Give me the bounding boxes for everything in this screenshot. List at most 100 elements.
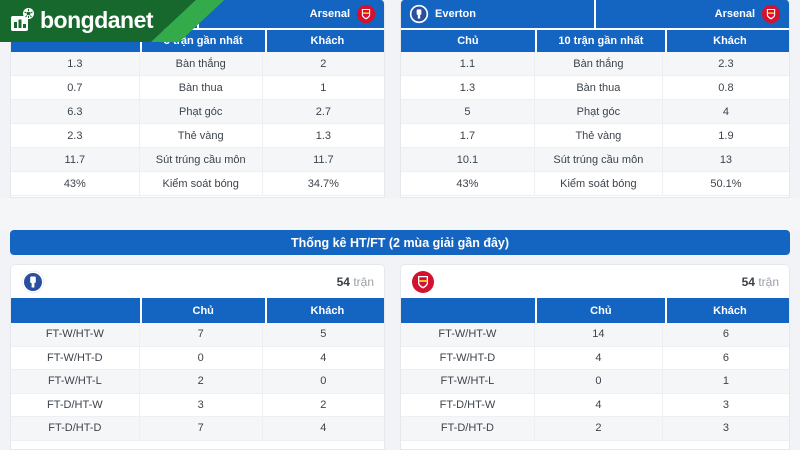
stat-home-value: 1.3 xyxy=(11,52,140,75)
stat-row: 1.3 Bàn thắng 2 xyxy=(11,52,384,76)
stat-home-value: 43% xyxy=(11,172,140,195)
stat-row: 10.1 Sút trúng cầu môn 13 xyxy=(401,148,789,172)
htft-row: FT-D/HT-D 2 3 xyxy=(401,417,789,441)
everton-crest-icon xyxy=(21,270,45,293)
stat-away-value: 4 xyxy=(722,105,729,118)
stat-home-value: 1.1 xyxy=(401,52,535,75)
header-away: Khách xyxy=(266,30,384,52)
matches-count: 54 trận xyxy=(742,275,779,289)
htft-row: FT-D/HT-W 3 2 xyxy=(11,393,384,417)
stat-label: Phạt góc xyxy=(140,100,263,123)
htft-home-value: 3 xyxy=(140,393,263,416)
stat-label: Kiểm soát bóng xyxy=(535,172,663,195)
home-team-cell: Everton xyxy=(401,0,594,28)
htft-row: FT-D/HT-D 7 4 xyxy=(11,417,384,441)
stat-row: 11.7 Sút trúng cầu môn 11.7 xyxy=(11,148,384,172)
htft-away-value: 0 xyxy=(320,375,327,388)
htft-home-value: 4 xyxy=(535,393,663,416)
matches-count: 54 trận xyxy=(337,275,374,289)
stat-away-value: 1.3 xyxy=(315,129,331,142)
team-row: 54 trận xyxy=(11,265,384,298)
htft-label: FT-W/HT-D xyxy=(401,346,535,369)
stat-row: 1.3 Bàn thua 0.8 xyxy=(401,76,789,100)
away-team-name: Arsenal xyxy=(714,8,755,20)
htft-home-value: 0 xyxy=(140,346,263,369)
stat-away-value: 11.7 xyxy=(313,153,334,166)
matches-label: trận xyxy=(353,274,374,289)
stat-row: 0.7 Bàn thua 1 xyxy=(11,76,384,100)
stat-away-value: 1 xyxy=(320,81,327,94)
brand-logo[interactable]: bongdanet xyxy=(9,7,154,34)
htft-row: FT-D/HT-W 4 3 xyxy=(401,393,789,417)
header-middle: 10 trận gần nhất xyxy=(536,30,665,52)
header-empty xyxy=(11,298,140,323)
stat-home-value: 2.3 xyxy=(11,124,140,147)
away-team-cell: Arsenal xyxy=(198,0,384,28)
stat-away-value: 1.9 xyxy=(718,129,734,142)
htft-away-value: 3 xyxy=(722,398,729,411)
column-headers: Chủ Khách xyxy=(11,298,384,323)
htft-table-arsenal: 54 trận Chủ Khách FT-W/HT-W 1 4 6 FT-W/HT… xyxy=(400,264,790,450)
htft-label: FT-W/HT-W xyxy=(401,323,535,346)
stat-away-value: 34.7% xyxy=(307,177,339,190)
stat-row: 6.3 Phạt góc 2.7 xyxy=(11,100,384,124)
away-team-name: Arsenal xyxy=(309,8,350,20)
arsenal-crest-icon xyxy=(412,270,434,293)
stat-away-value: 0.8 xyxy=(718,81,734,94)
stat-home-value: 10.1 xyxy=(401,148,535,171)
htft-section-title: Thống kê HT/FT (2 mùa giải gần đây) xyxy=(10,230,790,255)
stat-label: Bàn thắng xyxy=(535,52,663,75)
htft-away-value: 2 xyxy=(320,398,327,411)
htft-away-value: 4 xyxy=(320,351,327,364)
stat-home-value: 0.7 xyxy=(11,76,140,99)
header-home: Chủ xyxy=(536,298,665,323)
stat-away-value: 50.1% xyxy=(710,177,742,190)
htft-home-value: 2 xyxy=(140,370,263,393)
column-headers: Chủ Khách xyxy=(401,298,789,323)
stat-label: Phạt góc xyxy=(535,100,663,123)
stat-rows: 1.1 Bàn thắng 2.3 1.3 Bàn thua 0.8 5 Phạ… xyxy=(401,52,789,196)
htft-label: FT-W/HT-L xyxy=(401,370,535,393)
htft-row: FT-W/HT-L 0 1 xyxy=(401,370,789,394)
stat-away-value: 2.7 xyxy=(315,105,331,118)
htft-label: FT-D/HT-D xyxy=(401,417,535,440)
brand-banner[interactable]: bongdanet xyxy=(0,0,236,42)
stat-home-value: 1.3 xyxy=(401,76,535,99)
stat-home-value: 1.7 xyxy=(401,124,535,147)
everton-crest-icon xyxy=(409,4,429,24)
away-team-cell: Arsenal xyxy=(596,0,789,28)
htft-label: FT-W/HT-D xyxy=(11,346,140,369)
stat-home-value: 11.7 xyxy=(11,148,140,171)
htft-home-value: 4 xyxy=(535,346,663,369)
htft-away-value: 3 xyxy=(722,422,729,435)
htft-label: FT-D/HT-D xyxy=(11,417,140,440)
header-empty xyxy=(401,298,535,323)
partial-row xyxy=(11,440,384,449)
stat-row: 43% Kiểm soát bóng 50.1% xyxy=(401,172,789,196)
column-headers: Chủ 10 trận gần nhất Khách xyxy=(401,30,789,52)
header-home: Chủ xyxy=(141,298,265,323)
htft-row: FT-W/HT-D 4 6 xyxy=(401,346,789,370)
stat-label: Thẻ vàng xyxy=(535,124,663,147)
htft-label: FT-W/HT-L xyxy=(11,370,140,393)
htft-away-value: 6 xyxy=(722,328,729,341)
htft-away-value: 4 xyxy=(320,422,327,435)
stat-label: Kiểm soát bóng xyxy=(140,172,263,195)
htft-away-value: 6 xyxy=(722,351,729,364)
header-away: Khách xyxy=(666,30,789,52)
stat-away-value: 2.3 xyxy=(718,57,734,70)
stat-rows: 1.3 Bàn thắng 2 0.7 Bàn thua 1 6.3 Phạt … xyxy=(11,52,384,196)
stat-label: Thẻ vàng xyxy=(140,124,263,147)
stat-away-value: 13 xyxy=(719,153,733,166)
htft-home-value: 2 xyxy=(535,417,663,440)
htft-away-value: 5 xyxy=(320,328,327,341)
stat-row: 1.7 Thẻ vàng 1.9 xyxy=(401,124,789,148)
htft-home-value: 0 xyxy=(535,370,663,393)
stat-label: Sút trúng cầu môn xyxy=(140,148,263,171)
stat-label: Bàn thua xyxy=(140,76,263,99)
arsenal-crest-icon xyxy=(356,4,376,24)
htft-away-value: 1 xyxy=(722,375,729,388)
stat-row: 2.3 Thẻ vàng 1.3 xyxy=(11,124,384,148)
htft-home-value: 7 xyxy=(140,323,263,346)
